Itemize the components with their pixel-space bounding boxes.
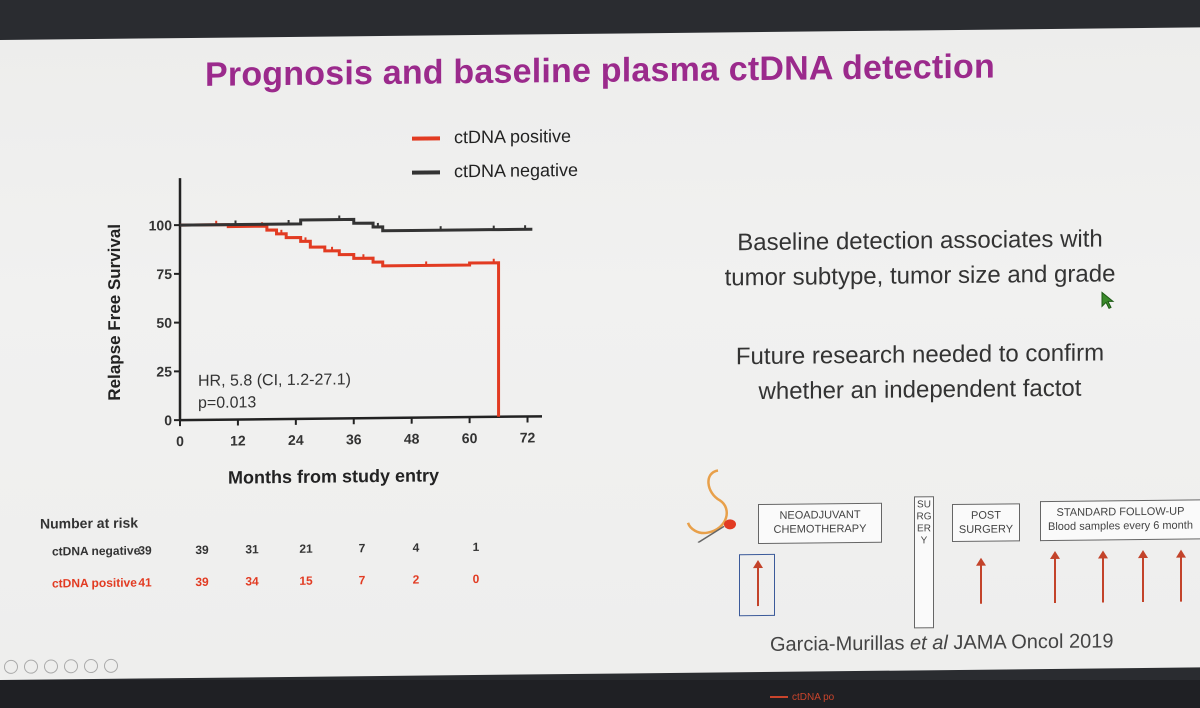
x-tick-label: 24 bbox=[288, 432, 304, 448]
x-tick-label: 36 bbox=[346, 431, 362, 447]
followup-arrow bbox=[1142, 552, 1144, 603]
prev-slide-icon[interactable] bbox=[4, 659, 18, 674]
risk-value: 1 bbox=[472, 539, 480, 555]
breast-icon bbox=[686, 469, 736, 543]
screen-bottom-edge bbox=[0, 680, 1200, 708]
followup-arrow bbox=[1102, 552, 1104, 603]
risk-value: 31 bbox=[245, 542, 259, 557]
citation: Garcia-Murillas et al JAMA Oncol 2019 bbox=[770, 630, 1114, 657]
bottom-legend-fragment: ctDNA po bbox=[770, 692, 834, 703]
x-axis-line bbox=[180, 415, 542, 422]
hazard-ratio-annotation: HR, 5.8 (CI, 1.2-27.1) p=0.013 bbox=[198, 369, 351, 415]
y-tick-label: 0 bbox=[164, 412, 172, 428]
future-line: Future research needed to confirm bbox=[735, 339, 1105, 371]
zoom-icon[interactable] bbox=[84, 658, 98, 674]
post-line: SURGERY bbox=[958, 523, 1014, 536]
neoadjuvant-box: NEOADJUVANT CHEMOTHERAPY bbox=[758, 502, 882, 545]
surgery-box: SURGERY bbox=[914, 496, 934, 629]
bottom-legend-text: ctDNA po bbox=[792, 692, 835, 703]
followup-line: Blood samples every 6 month bbox=[1048, 519, 1193, 534]
findings-line: tumor subtype, tumor size and grade bbox=[724, 260, 1116, 292]
y-tick-label: 100 bbox=[149, 217, 173, 233]
post-surgery-arrow bbox=[980, 559, 982, 604]
bottom-legend-swatch bbox=[770, 696, 788, 699]
baseline-arrow bbox=[757, 562, 759, 607]
presentation-slide: Prognosis and baseline plasma ctDNA dete… bbox=[0, 27, 1200, 681]
more-icon[interactable] bbox=[104, 658, 118, 673]
x-tick-label: 60 bbox=[462, 430, 478, 446]
post-surgery-box: POST SURGERY bbox=[952, 503, 1020, 543]
series-positive-curve bbox=[180, 223, 501, 417]
post-line: POST bbox=[971, 509, 1001, 522]
hr-text: HR, 5.8 (CI, 1.2-27.1) bbox=[198, 371, 351, 390]
followup-box: STANDARD FOLLOW-UP Blood samples every 6… bbox=[1040, 499, 1200, 542]
y-axis-title: Relapse Free Survival bbox=[105, 224, 124, 401]
citation-authors: Garcia-Murillas bbox=[770, 632, 905, 656]
view-icon[interactable] bbox=[64, 659, 78, 674]
future-line: whether an independent factot bbox=[758, 374, 1082, 406]
risk-value: 34 bbox=[245, 574, 259, 589]
y-tick-label: 25 bbox=[156, 363, 172, 379]
risk-value: 0 bbox=[472, 571, 480, 587]
next-slide-icon[interactable] bbox=[24, 659, 38, 674]
findings-line: Baseline detection associates with bbox=[737, 225, 1103, 257]
citation-journal: JAMA Oncol 2019 bbox=[953, 630, 1114, 655]
mouse-cursor-icon bbox=[1101, 291, 1115, 310]
risk-value: 2 bbox=[412, 572, 420, 587]
neoadjuvant-line: CHEMOTHERAPY bbox=[773, 522, 867, 536]
x-tick-label: 0 bbox=[176, 433, 184, 449]
surgery-label: SURGERY bbox=[916, 499, 932, 547]
y-tick-label: 50 bbox=[156, 315, 172, 331]
risk-value: 7 bbox=[358, 541, 366, 556]
followup-arrow bbox=[1180, 551, 1182, 602]
findings-text: Baseline detection associates with tumor… bbox=[640, 220, 1200, 296]
risk-value: 39 bbox=[138, 543, 152, 558]
pen-icon[interactable] bbox=[44, 659, 58, 674]
risk-value: 39 bbox=[195, 542, 209, 557]
p-value-text: p=0.013 bbox=[198, 394, 257, 412]
x-tick-label: 12 bbox=[230, 432, 246, 448]
km-chart: 0 25 50 75 100 0 12 24 36 48 60 72 Relapse Free Surv… bbox=[105, 178, 542, 449]
risk-value: 21 bbox=[299, 541, 313, 556]
followup-arrow bbox=[1054, 552, 1056, 603]
risk-value: 39 bbox=[195, 574, 209, 589]
x-axis-title: Months from study entry bbox=[228, 465, 440, 488]
slide-controls[interactable] bbox=[4, 658, 118, 674]
series-negative-curve bbox=[180, 217, 533, 233]
citation-etal: et al bbox=[910, 632, 948, 655]
y-tick-label: 75 bbox=[156, 266, 172, 282]
neoadjuvant-line: NEOADJUVANT bbox=[779, 508, 861, 522]
risk-value: 41 bbox=[138, 575, 152, 590]
risk-value: 7 bbox=[358, 573, 366, 588]
x-tick-label: 72 bbox=[520, 429, 536, 445]
risk-value: 15 bbox=[299, 573, 313, 588]
x-tick-label: 48 bbox=[404, 431, 420, 447]
risk-value: 4 bbox=[412, 540, 420, 555]
future-research-text: Future research needed to confirm whethe… bbox=[640, 334, 1200, 410]
risk-table-title: Number at risk bbox=[40, 514, 139, 532]
